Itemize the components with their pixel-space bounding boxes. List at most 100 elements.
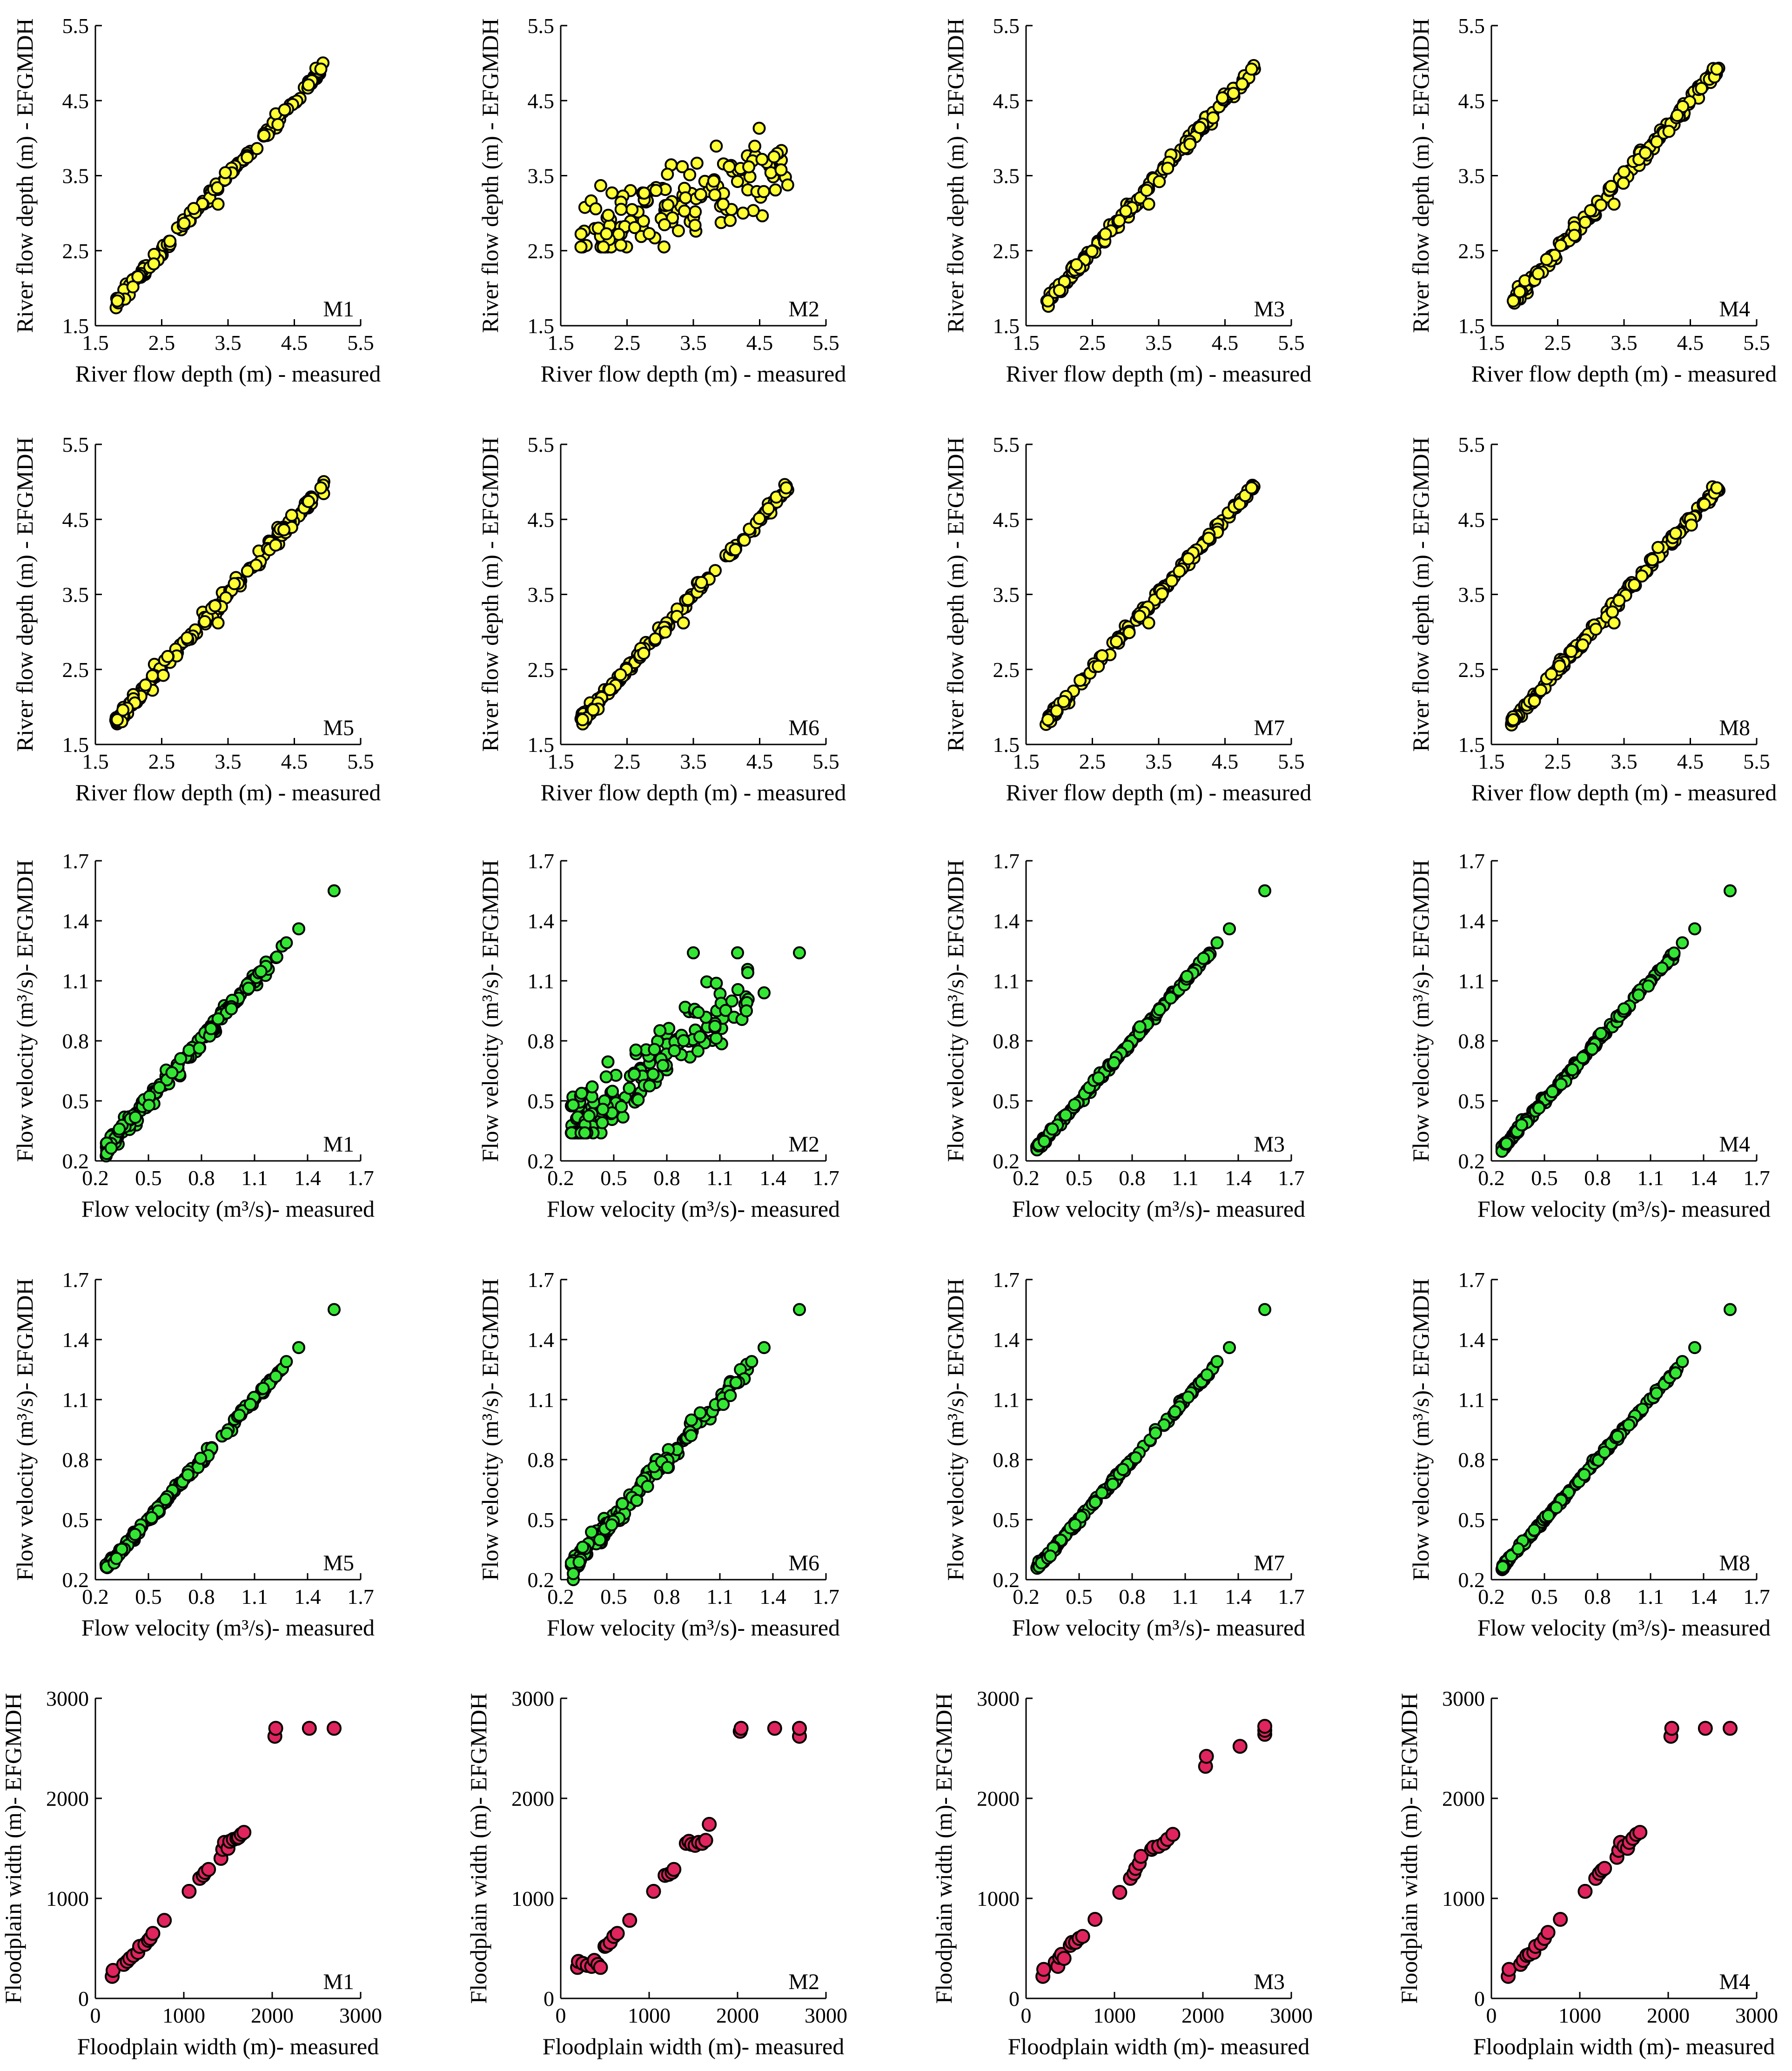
data-point (177, 216, 191, 230)
data-point (1068, 1518, 1082, 1531)
data-point (1245, 62, 1258, 76)
x-tick-label: 2.5 (1544, 331, 1571, 355)
panel-label: M8 (1719, 716, 1750, 740)
y-axis-title: Floodplain width (m)- EFGMDH (465, 1693, 491, 2004)
y-tick-label: 0.8 (993, 1448, 1020, 1472)
y-tick-label: 0 (78, 1987, 89, 2011)
y-tick-label: 1.4 (528, 909, 555, 933)
data-point (1227, 87, 1240, 100)
x-tick-label: 3.5 (680, 331, 707, 355)
data-point (677, 1034, 691, 1047)
data-point (1087, 1912, 1103, 1927)
chart-panel-velocity-m1: 0.20.2 0.5 0.5 0.8 0.8 1.1 1.1 1.4 1.4 1.7 1.7 Flow… (12, 849, 375, 1222)
x-tick-label: 4.5 (281, 750, 308, 773)
data-point (1698, 497, 1711, 511)
data-point (605, 1518, 618, 1532)
data-point (1149, 1426, 1162, 1440)
panel-label: M7 (1254, 1551, 1285, 1575)
data-point (181, 1468, 195, 1481)
data-point (628, 221, 641, 235)
x-axis-title: Flow velocity (m³/s)- measured (81, 1196, 375, 1222)
x-tick-label: 2.5 (1079, 331, 1106, 355)
y-tick-label: 2.5 (993, 239, 1020, 263)
data-point (774, 163, 788, 177)
data-point (610, 1926, 625, 1941)
panel-label: M4 (1719, 1132, 1750, 1157)
data-point (204, 1022, 218, 1035)
x-tick-label: 1.4 (1225, 1585, 1252, 1609)
x-tick-label: 1.1 (241, 1166, 268, 1190)
data-point (1161, 161, 1175, 175)
x-tick-label: 5.5 (1278, 750, 1305, 773)
chart-panel-width-m4: 00 1000 1000 2000 2000 3000 3000 Floodplain wid… (1396, 1687, 1778, 2059)
data-point (1617, 165, 1631, 179)
y-tick-label: 2000 (511, 1787, 554, 1810)
data-point (1577, 1883, 1593, 1899)
data-point (1534, 684, 1548, 697)
data-point (731, 175, 744, 188)
data-point (1053, 284, 1066, 297)
data-point (649, 632, 662, 646)
y-tick-label: 3.5 (62, 583, 89, 607)
y-tick-label: 1000 (46, 1887, 89, 1910)
chart-panel-velocity-m8: 0.20.2 0.5 0.5 0.8 0.8 1.1 1.1 1.4 1.4 1.7 1.7 Flow… (1408, 1268, 1771, 1641)
x-tick-label: 4.5 (281, 331, 308, 355)
data-point (1223, 1341, 1236, 1354)
data-point (708, 188, 722, 201)
data-point (625, 203, 639, 216)
data-point (623, 1081, 636, 1095)
panel-label: M1 (323, 1970, 354, 1994)
data-point (1223, 922, 1236, 936)
data-point (1622, 1418, 1636, 1432)
data-point (268, 1721, 283, 1736)
data-point (725, 994, 738, 1008)
data-point (113, 1122, 126, 1136)
y-tick-label: 1000 (1442, 1887, 1485, 1910)
data-point (1258, 884, 1271, 898)
y-tick-label: 0.2 (528, 1149, 555, 1173)
x-tick-label: 0.8 (653, 1585, 680, 1609)
data-point (1142, 616, 1155, 630)
data-point (198, 615, 212, 628)
data-point (1095, 649, 1109, 663)
x-tick-label: 0.8 (188, 1585, 215, 1609)
x-tick-label: 3000 (1270, 2004, 1313, 2027)
data-point (1119, 204, 1133, 218)
x-tick-label: 0.5 (135, 1166, 162, 1190)
x-tick-label: 1.1 (706, 1585, 733, 1609)
data-point (740, 1004, 753, 1018)
data-point (1685, 518, 1698, 532)
data-point (606, 1085, 619, 1098)
x-tick-label: 1.1 (1172, 1166, 1199, 1190)
panel-label: M2 (788, 1132, 819, 1157)
data-point (731, 983, 745, 996)
y-axis-title: River flow depth (m) - EFGMDH (1408, 18, 1434, 333)
y-axis-title: River flow depth (m) - EFGMDH (942, 437, 968, 751)
chart-panel-depth-m1: 1.51.5 2.5 2.5 3.5 3.5 4.5 4.5 5.5 5.5 River flow… (12, 14, 381, 387)
data-point (1129, 1451, 1142, 1465)
y-tick-label: 3000 (977, 1687, 1020, 1710)
data-point (1095, 1486, 1108, 1500)
data-point (616, 1110, 630, 1124)
data-point (575, 1086, 588, 1100)
data-point (762, 502, 775, 515)
data-point (1210, 936, 1224, 950)
y-tick-label: 5.5 (62, 433, 89, 456)
y-tick-label: 0.5 (528, 1508, 555, 1532)
y-tick-label: 0 (1009, 1987, 1020, 2011)
x-axis-title: Floodplain width (m)- measured (77, 2033, 379, 2059)
y-axis-title: Flow velocity (m³/s)- EFGMDH (12, 1279, 38, 1581)
x-axis-title: Floodplain width (m)- measured (543, 2033, 845, 2059)
data-point (161, 650, 175, 663)
data-point (648, 1043, 661, 1056)
y-tick-label: 1.7 (993, 849, 1020, 873)
y-tick-label: 1.1 (993, 969, 1020, 993)
chart-panel-velocity-m6: 0.20.2 0.5 0.5 0.8 0.8 1.1 1.1 1.4 1.4 1.7 1.7 Flow… (477, 1268, 840, 1641)
y-tick-label: 0.5 (1458, 1508, 1485, 1532)
data-point (1617, 176, 1630, 190)
y-tick-label: 0.8 (62, 1448, 89, 1472)
data-point (629, 1043, 643, 1057)
y-tick-label: 0.8 (993, 1029, 1020, 1053)
y-tick-label: 1.7 (62, 849, 89, 873)
x-tick-label: 1.4 (1690, 1585, 1717, 1609)
